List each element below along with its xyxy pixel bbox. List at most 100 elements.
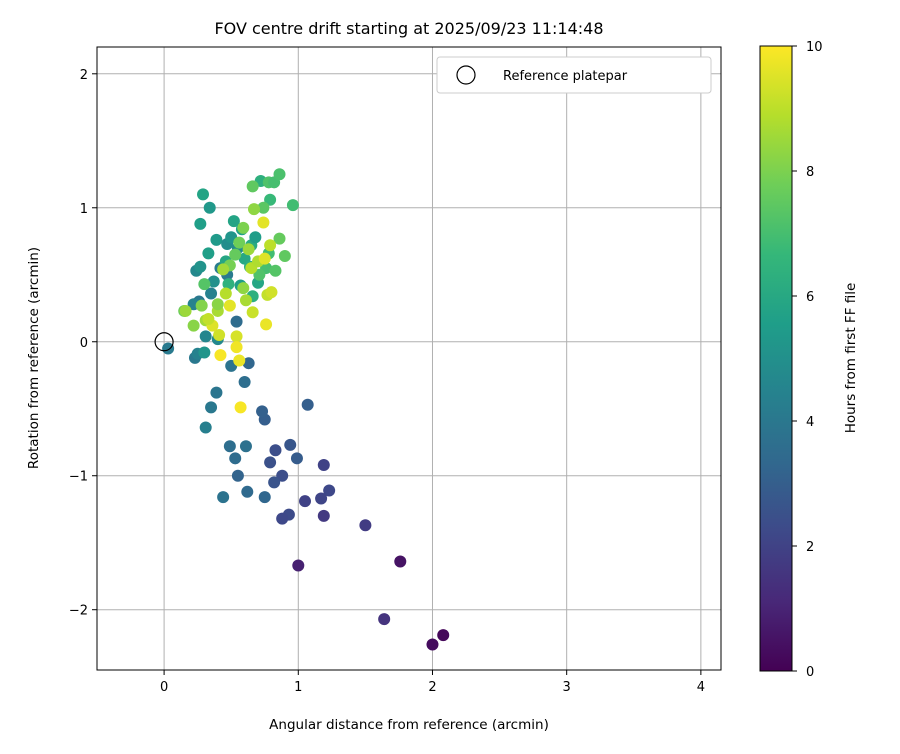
data-point [229,248,242,261]
legend-reference-marker [456,65,476,85]
data-point [276,512,289,525]
y-axis-label: Rotation from reference (arcmin) [26,247,42,469]
plot-area-frame [96,46,722,671]
data-point [233,354,246,367]
data-point [214,349,227,362]
data-point [276,469,289,482]
data-point [290,452,303,465]
data-point [248,203,261,216]
colorbar-tick-label: 2 [806,540,814,555]
data-point [237,221,250,234]
y-tick-label: −2 [69,604,88,619]
data-point [269,444,282,457]
data-point [187,319,200,332]
data-point [246,306,259,319]
y-tick-label: 2 [80,68,88,83]
data-point [278,250,291,263]
data-point [231,469,244,482]
data-point [205,287,218,300]
x-tick-label: 3 [563,680,571,695]
data-point [239,440,252,453]
data-point [194,260,207,273]
data-point [210,386,223,399]
data-point [258,491,271,504]
data-point [269,264,282,277]
data-point [359,519,372,532]
y-tick-label: 1 [80,202,88,217]
data-point [315,492,328,505]
data-point [437,629,450,642]
data-point [242,357,255,370]
data-point [273,168,286,181]
data-point [258,252,271,265]
data-point [194,217,207,230]
data-point [230,315,243,328]
colorbar-tick-label: 4 [806,415,814,430]
data-point [199,421,212,434]
legend-box [436,56,712,94]
data-point [211,298,224,311]
colorbar-tick-label: 8 [806,165,814,180]
x-tick-label: 2 [428,680,436,695]
data-point [284,438,297,451]
data-point [223,440,236,453]
data-point [323,484,336,497]
legend: Reference platepar [436,56,712,94]
colorbar-tick-label: 0 [806,665,814,680]
data-point [264,456,277,469]
data-point [246,180,259,193]
data-point [301,398,314,411]
data-point [205,401,218,414]
data-point [227,215,240,228]
data-point [229,452,242,465]
data-point [199,330,212,343]
data-point [233,236,246,249]
data-point [162,342,175,355]
data-point [286,199,299,212]
data-point [265,286,278,299]
data-point [198,346,211,359]
colorbar-ticks: 0 2 4 6 8 10 [792,40,823,680]
data-point [219,287,232,300]
x-axis-ticks: 0 1 2 3 4 [160,670,705,695]
data-point [197,188,210,201]
data-point [230,330,243,343]
data-point [213,329,226,342]
data-point [241,485,254,498]
reference-marker-layer [154,332,174,352]
legend-label: Reference platepar [503,69,628,84]
data-point [256,405,269,418]
y-tick-label: −1 [69,470,88,485]
data-point [230,341,243,354]
data-point [210,233,223,246]
data-point [273,232,286,245]
colorbar-label: Hours from first FF file [843,283,859,434]
data-point [242,243,255,256]
colorbar: 0 2 4 6 8 10 Hours from first FF file [759,40,859,680]
data-point [203,201,216,214]
data-point [264,239,277,252]
data-point [195,299,208,312]
data-point [260,318,273,331]
data-point [426,638,439,651]
data-point [317,459,330,472]
chart-title: FOV centre drift starting at 2025/09/23 … [214,19,603,38]
data-point [234,401,247,414]
data-point [202,312,215,325]
reference-platepar-marker [154,332,174,352]
data-point [378,613,391,626]
x-tick-label: 4 [697,680,705,695]
data-point [292,559,305,572]
data-points [162,168,450,651]
data-point [207,275,220,288]
data-point [179,304,192,317]
data-point [223,299,236,312]
data-point [239,294,252,307]
colorbar-tick-label: 6 [806,290,814,305]
y-axis-ticks: −2 −1 0 1 2 [69,68,97,619]
colorbar-tick-label: 10 [806,40,823,55]
data-point [257,216,270,229]
data-point [249,231,262,244]
colorbar-gradient [759,45,793,672]
data-point [238,375,251,388]
